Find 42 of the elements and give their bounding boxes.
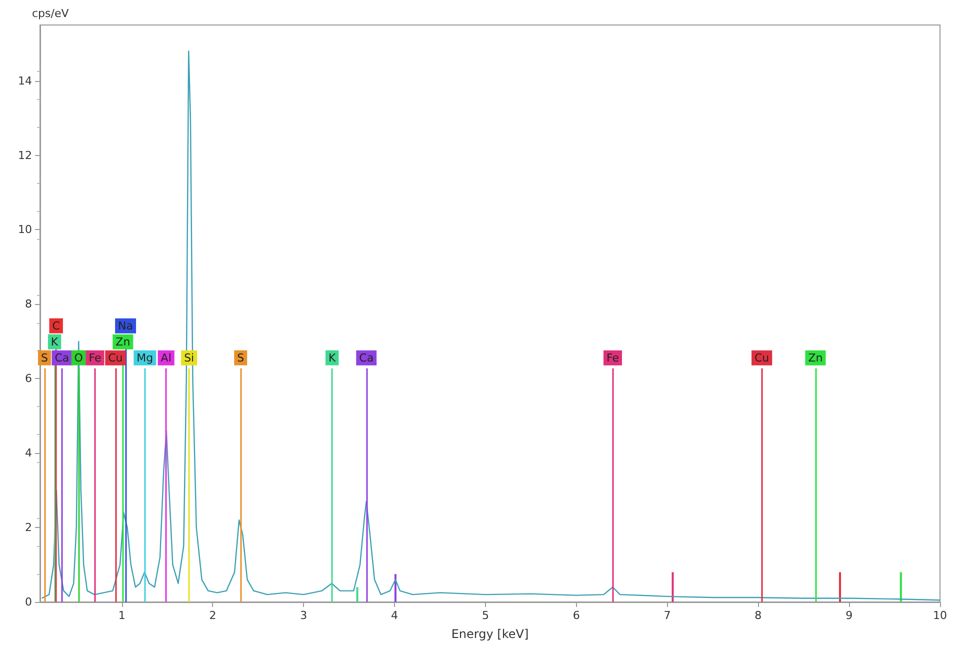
y-tick-label: 14 <box>18 74 32 88</box>
x-tick-label: 1 <box>118 609 126 622</box>
bar <box>672 572 674 602</box>
ref-line-label: K <box>50 335 59 348</box>
x-axis-title: Energy [keV] <box>451 627 529 641</box>
x-tick-label: 9 <box>846 609 853 622</box>
y-tick-label: 8 <box>25 298 32 311</box>
ref-line-label: Ca <box>359 351 374 364</box>
bar <box>900 572 902 602</box>
x-tick-label: 8 <box>754 609 762 622</box>
ref-line-label: Fe <box>88 351 102 364</box>
y-tick-label: 6 <box>25 372 32 386</box>
y-tick-label: 12 <box>18 148 32 162</box>
y-tick-label: 0 <box>25 596 32 608</box>
ref-line-label: Ca <box>54 351 70 364</box>
ref-line-label: Zn <box>808 351 823 364</box>
ref-line-label: Mg <box>136 351 154 364</box>
ref-line-label: K <box>328 351 336 364</box>
x-tick-label: 5 <box>482 609 489 622</box>
ref-line-label: Al <box>160 351 172 364</box>
ref-line-label: Na <box>118 319 134 332</box>
ref-line-label: S <box>40 351 48 364</box>
x-tick-label: 2 <box>209 609 216 622</box>
bar <box>356 587 358 602</box>
ref-line-label: C <box>52 319 60 332</box>
ref-line-label: Si <box>184 351 194 364</box>
x-tick-label: 3 <box>300 609 308 622</box>
x-tick-label: 10 <box>933 609 947 622</box>
x-tick-label: 6 <box>572 609 580 622</box>
ref-line-label: O <box>74 351 84 364</box>
ref-line-label: Fe <box>606 351 620 364</box>
ref-line-label: Cu <box>108 351 123 364</box>
y-tick-label: 10 <box>18 223 32 236</box>
bar <box>839 572 841 602</box>
ref-line-label: S <box>237 351 244 364</box>
x-tick-label: 4 <box>391 609 398 622</box>
ref-line-label: Cu <box>754 351 770 364</box>
ref-line-label: Zn <box>116 335 130 348</box>
y-axis-title: cps/eV <box>32 7 70 20</box>
x-tick-label: 7 <box>664 609 671 622</box>
y-tick-label: 2 <box>25 521 32 534</box>
y-tick-label: 4 <box>25 446 32 460</box>
